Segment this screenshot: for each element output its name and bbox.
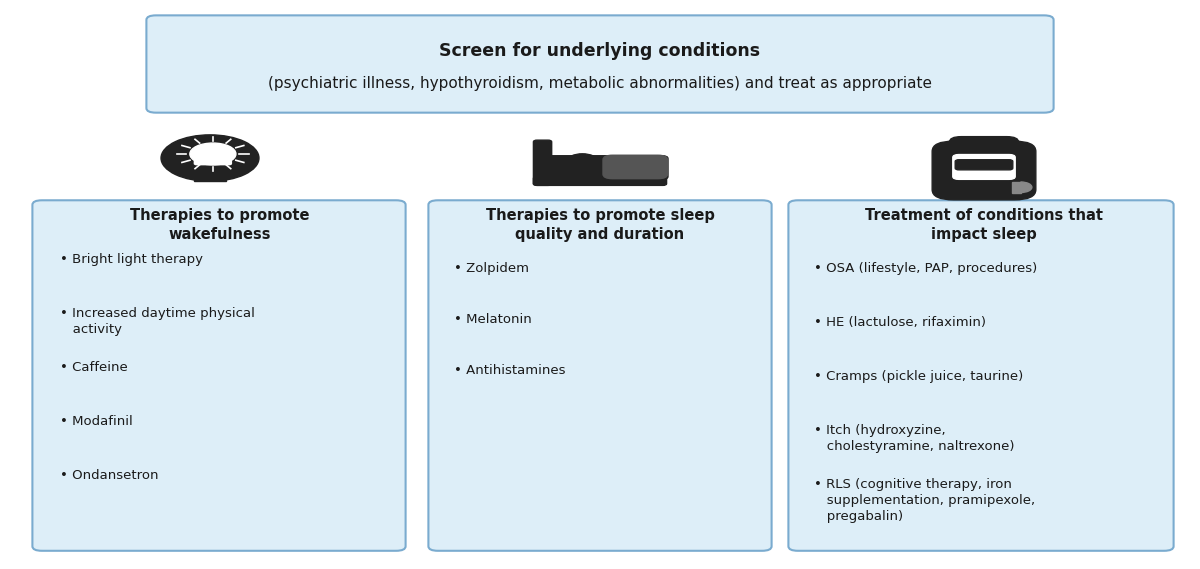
Text: Therapies to promote
wakefulness: Therapies to promote wakefulness	[130, 208, 310, 242]
FancyBboxPatch shape	[533, 177, 667, 185]
FancyBboxPatch shape	[194, 157, 232, 161]
Text: • Modafinil: • Modafinil	[60, 415, 133, 428]
Text: (psychiatric illness, hypothyroidism, metabolic abnormalities) and treat as appr: (psychiatric illness, hypothyroidism, me…	[268, 76, 932, 91]
FancyBboxPatch shape	[146, 15, 1054, 113]
Circle shape	[190, 143, 236, 165]
Text: • Antihistamines: • Antihistamines	[454, 364, 565, 377]
Polygon shape	[194, 172, 226, 181]
FancyBboxPatch shape	[953, 155, 1015, 179]
FancyBboxPatch shape	[602, 155, 667, 179]
Text: • Melatonin: • Melatonin	[454, 313, 532, 326]
FancyBboxPatch shape	[955, 160, 1013, 170]
Text: Treatment of conditions that
impact sleep: Treatment of conditions that impact slee…	[865, 208, 1103, 242]
Text: • HE (lactulose, rifaximin): • HE (lactulose, rifaximin)	[814, 316, 985, 329]
Text: • RLS (cognitive therapy, iron
   supplementation, pramipexole,
   pregabalin): • RLS (cognitive therapy, iron supplemen…	[814, 478, 1034, 523]
FancyBboxPatch shape	[194, 153, 232, 158]
FancyBboxPatch shape	[949, 137, 1019, 157]
Circle shape	[161, 135, 259, 182]
FancyBboxPatch shape	[194, 160, 232, 164]
FancyBboxPatch shape	[1003, 182, 1021, 192]
FancyBboxPatch shape	[1012, 182, 1021, 192]
Text: • Zolpidem: • Zolpidem	[454, 262, 529, 275]
Wedge shape	[1021, 182, 1032, 192]
Text: • Caffeine: • Caffeine	[60, 361, 127, 374]
Text: Screen for underlying conditions: Screen for underlying conditions	[439, 42, 761, 60]
Text: Therapies to promote sleep
quality and duration: Therapies to promote sleep quality and d…	[486, 208, 714, 242]
FancyBboxPatch shape	[533, 140, 552, 185]
FancyBboxPatch shape	[932, 141, 1036, 200]
FancyBboxPatch shape	[32, 200, 406, 551]
FancyBboxPatch shape	[788, 200, 1174, 551]
FancyBboxPatch shape	[428, 200, 772, 551]
Circle shape	[568, 154, 598, 168]
Text: • Bright light therapy: • Bright light therapy	[60, 253, 203, 266]
Text: • Itch (hydroxyzine,
   cholestyramine, naltrexone): • Itch (hydroxyzine, cholestyramine, nal…	[814, 424, 1014, 453]
Text: • Cramps (pickle juice, taurine): • Cramps (pickle juice, taurine)	[814, 370, 1022, 383]
Text: • OSA (lifestyle, PAP, procedures): • OSA (lifestyle, PAP, procedures)	[814, 262, 1037, 275]
Text: • Ondansetron: • Ondansetron	[60, 469, 158, 483]
Wedge shape	[991, 182, 1003, 192]
Text: • Increased daytime physical
   activity: • Increased daytime physical activity	[60, 307, 254, 336]
FancyBboxPatch shape	[546, 156, 668, 179]
